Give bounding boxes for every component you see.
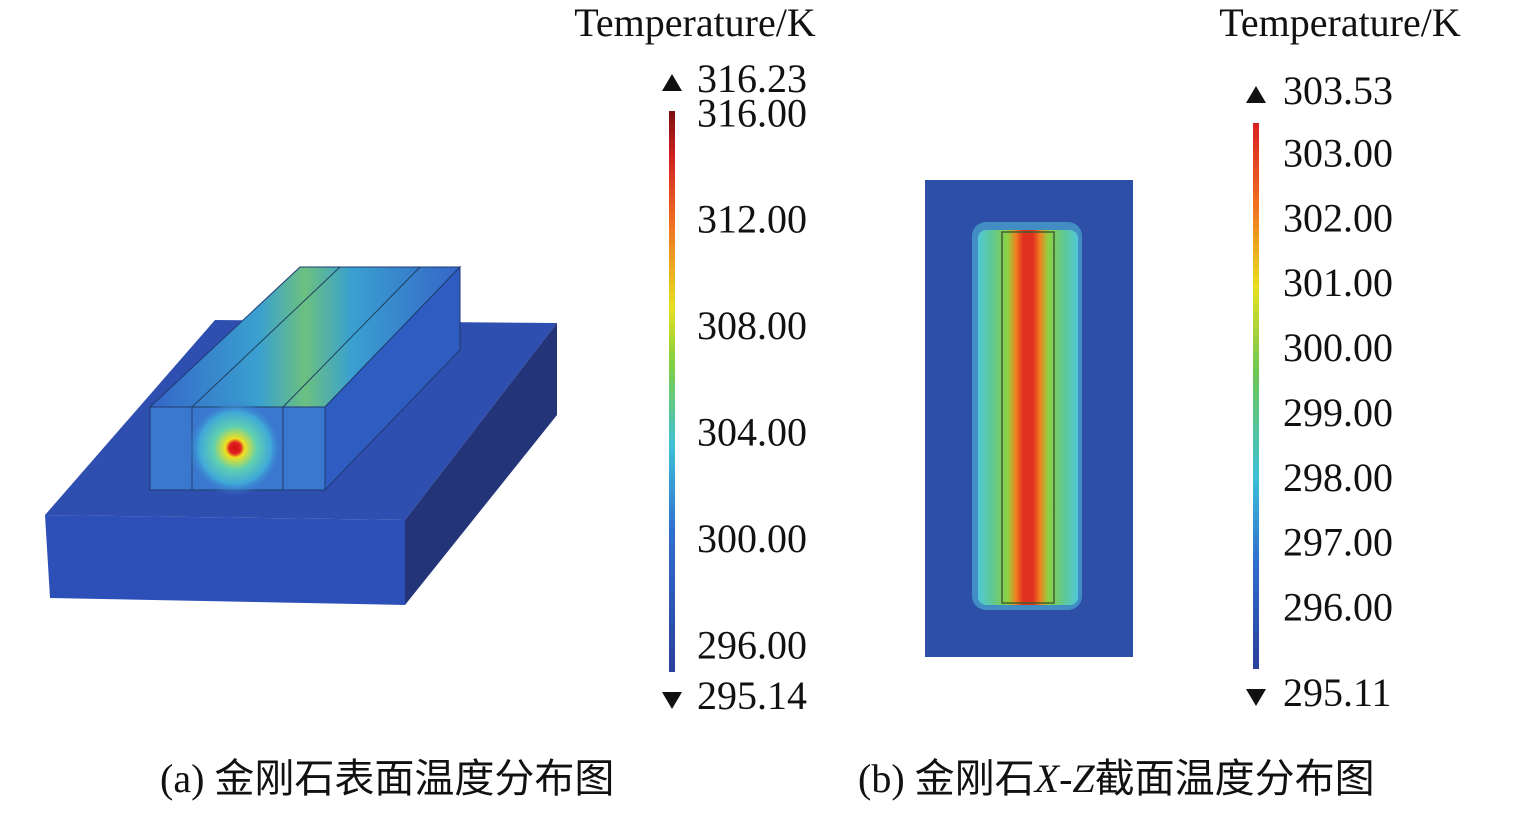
min-arrow bbox=[662, 692, 682, 709]
base-side bbox=[405, 323, 557, 605]
edge bbox=[191, 266, 341, 408]
min-label: 295.14 bbox=[697, 673, 807, 718]
colorbar-title: Temperature/K bbox=[574, 0, 816, 45]
model-3d bbox=[45, 265, 557, 605]
tick-label: 300.00 bbox=[1283, 325, 1393, 370]
caption: (a) 金刚石表面温度分布图 bbox=[160, 756, 614, 801]
tick-label: 304.00 bbox=[697, 409, 807, 454]
tick-label: 302.00 bbox=[1283, 195, 1393, 240]
tick-label: 297.00 bbox=[1283, 520, 1393, 565]
caption-part: (a) 金刚石表面温度分布图 bbox=[160, 756, 614, 801]
colorbar bbox=[1253, 123, 1259, 669]
edge bbox=[282, 266, 421, 408]
tick-label: 299.00 bbox=[1283, 390, 1393, 435]
tick-label: 308.00 bbox=[697, 303, 807, 348]
tick-label: 301.00 bbox=[1283, 260, 1393, 305]
tick-label: 296.00 bbox=[697, 622, 807, 667]
edge bbox=[1001, 231, 1055, 604]
tick-label: 300.00 bbox=[697, 516, 807, 561]
section-core bbox=[978, 230, 1078, 605]
min-arrow bbox=[1246, 689, 1266, 706]
max-label: 316.23 bbox=[697, 56, 807, 101]
colorbar-title: Temperature/K bbox=[1219, 0, 1461, 45]
caption-part: X-Z bbox=[1033, 756, 1096, 801]
tick-label: 298.00 bbox=[1283, 455, 1393, 500]
hot-spot bbox=[187, 400, 283, 496]
tick-label: 316.00 bbox=[697, 90, 807, 135]
max-label: 303.53 bbox=[1283, 68, 1393, 113]
max-arrow bbox=[1246, 86, 1266, 103]
tick-label: 296.00 bbox=[1283, 584, 1393, 629]
base-front bbox=[45, 515, 405, 605]
caption: (b) 金刚石X-Z截面温度分布图 bbox=[858, 756, 1375, 801]
tick-label: 303.00 bbox=[1283, 131, 1393, 176]
cross-section bbox=[925, 180, 1133, 657]
max-arrow bbox=[662, 74, 682, 91]
caption-part: 截面温度分布图 bbox=[1095, 756, 1375, 801]
colorbar bbox=[669, 111, 675, 672]
caption-part: (b) 金刚石 bbox=[858, 756, 1035, 801]
tick-label: 312.00 bbox=[697, 197, 807, 242]
min-label: 295.11 bbox=[1283, 670, 1392, 715]
